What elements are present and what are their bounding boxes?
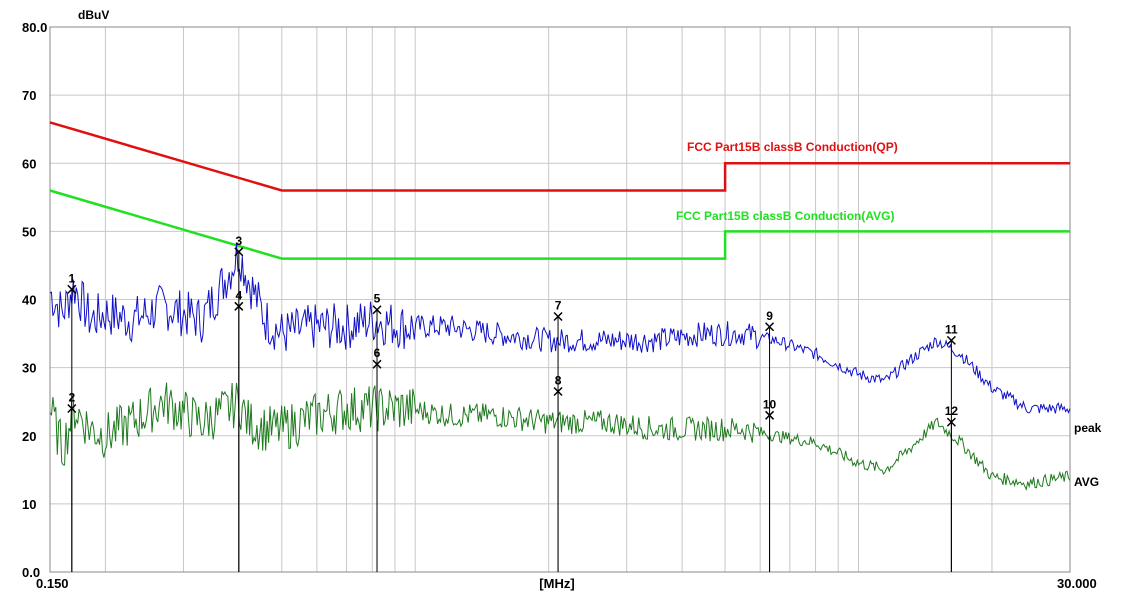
series-label-avg: AVG bbox=[1074, 475, 1099, 489]
marker-label: 3 bbox=[235, 234, 242, 248]
y-tick-label: 80.0 bbox=[22, 20, 47, 35]
axis-labels: 0.0 10 20 30 40 50 60 70 80.0 dBuV 0.150 [MHz] 30.00… bbox=[22, 8, 1102, 591]
y-axis-label: dBuV bbox=[78, 8, 109, 22]
marker-label: 8 bbox=[555, 373, 562, 387]
y-tick-label: 60 bbox=[22, 156, 36, 171]
marker-x bbox=[765, 322, 775, 332]
marker-label: 12 bbox=[945, 404, 959, 418]
y-tick-label: 70 bbox=[22, 88, 36, 103]
marker-label: 2 bbox=[68, 391, 75, 405]
marker-x bbox=[67, 403, 77, 414]
marker-x bbox=[234, 247, 244, 257]
marker-label: 4 bbox=[235, 288, 242, 302]
series-trace-peak bbox=[49, 242, 1071, 414]
marker-x bbox=[946, 417, 956, 427]
limit-label-avg: FCC Part15B classB Conduction(AVG) bbox=[676, 209, 894, 223]
grid bbox=[50, 27, 1070, 572]
marker-x bbox=[372, 359, 382, 369]
marker-label: 6 bbox=[374, 346, 381, 360]
x-tick-label: 0.150 bbox=[36, 576, 69, 591]
series-label-peak: peak bbox=[1074, 421, 1102, 435]
marker-label: 5 bbox=[374, 292, 381, 306]
marker-x bbox=[946, 335, 956, 345]
marker-label: 9 bbox=[766, 309, 773, 323]
marker-x bbox=[67, 284, 77, 294]
marker-label: 1 bbox=[68, 271, 75, 285]
y-tick-label: 30 bbox=[22, 361, 36, 376]
marker-label: 10 bbox=[763, 397, 777, 411]
plot-frame bbox=[49, 26, 1071, 573]
limit-lines bbox=[49, 121, 1070, 260]
marker-label: 11 bbox=[945, 322, 958, 336]
x-axis-label: [MHz] bbox=[539, 576, 574, 591]
series-trace-avg bbox=[49, 382, 1071, 491]
y-tick-label: 20 bbox=[22, 429, 36, 444]
marker-x bbox=[553, 312, 563, 322]
y-tick-label: 50 bbox=[22, 224, 36, 239]
marker-x bbox=[553, 386, 563, 396]
y-tick-label: 0.0 bbox=[22, 565, 40, 580]
data-series bbox=[49, 242, 1071, 491]
marker-x bbox=[372, 305, 382, 315]
y-tick-label: 40 bbox=[22, 293, 36, 308]
y-tick-label: 10 bbox=[22, 497, 36, 512]
marker-x bbox=[765, 410, 775, 420]
limit-line-qp bbox=[49, 121, 1070, 192]
marker-x bbox=[234, 301, 244, 311]
limit-line-avg bbox=[49, 189, 1070, 260]
marker-label: 7 bbox=[555, 299, 562, 313]
x-tick-label: 30.000 bbox=[1057, 576, 1097, 591]
limit-label-qp: FCC Part15B classB Conduction(QP) bbox=[687, 140, 898, 154]
